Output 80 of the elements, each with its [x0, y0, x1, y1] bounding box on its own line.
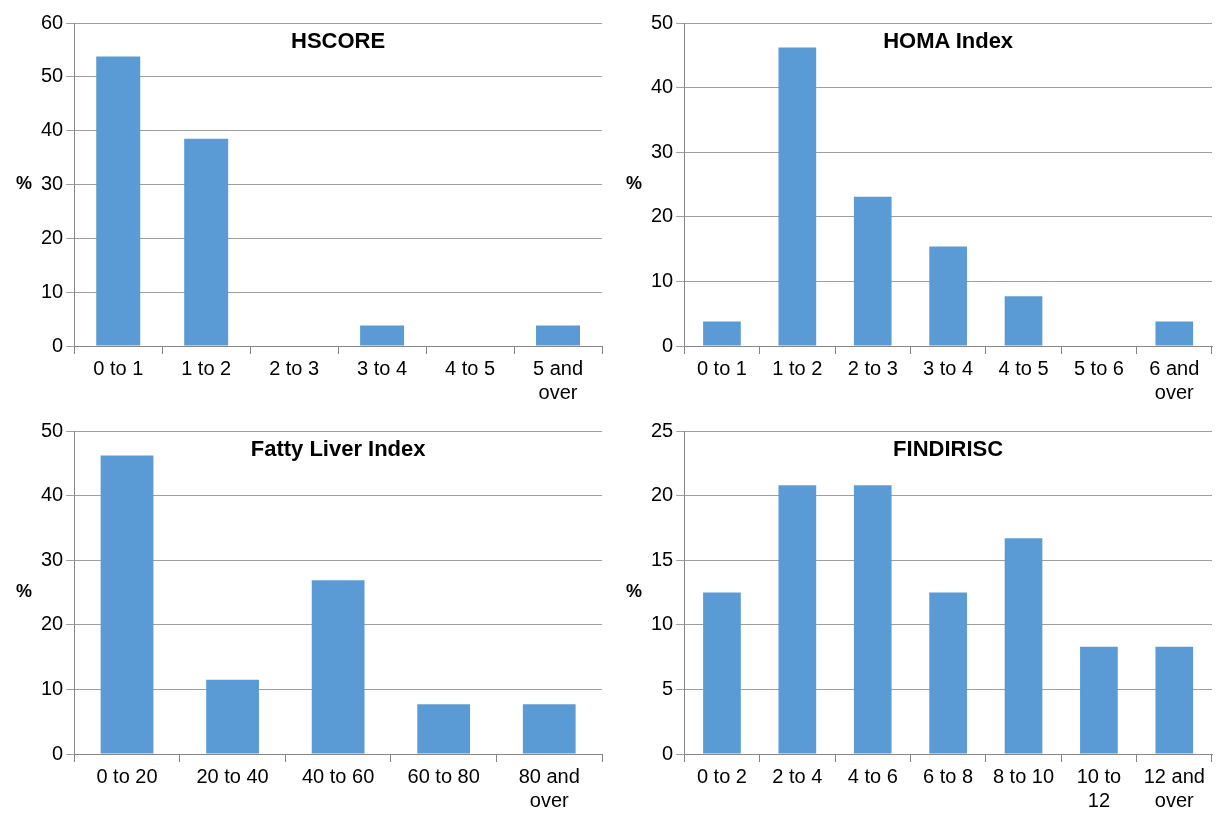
y-tick-label: 0 [662, 741, 674, 764]
x-tick-label: 20 to 40 [196, 764, 269, 787]
x-tick-label: 6 to 8 [923, 764, 974, 787]
x-tick-label: 0 to 2 [696, 764, 747, 787]
bar [536, 325, 581, 346]
bar [1155, 646, 1194, 754]
chart-title: FINDIRISC [893, 436, 1004, 462]
bar [1004, 296, 1043, 346]
y-axis-title: % [16, 173, 33, 194]
x-tick-label: 5 to 6 [1073, 356, 1124, 379]
y-tick-label: 5 [662, 676, 674, 699]
x-tick-label: 4 to 5 [445, 356, 496, 379]
bar [522, 704, 576, 754]
bar [96, 56, 141, 346]
x-tick-label: 8 to 10 [992, 764, 1055, 787]
y-tick-label: 15 [651, 547, 674, 570]
bar [929, 592, 967, 754]
x-tick-label: 40 to 60 [301, 764, 375, 787]
bar [778, 485, 817, 754]
x-tick-label: 2 to 3 [847, 356, 898, 379]
bar [360, 325, 405, 346]
y-tick-label: 40 [41, 483, 64, 506]
bar [853, 196, 892, 346]
bar [311, 580, 365, 754]
y-tick-label: 20 [41, 225, 64, 248]
y-tick-label: 0 [52, 741, 64, 764]
x-tick-label: 0 to 1 [93, 356, 144, 379]
x-tick-label: 4 to 6 [847, 764, 898, 787]
x-tick-label: 3 to 4 [923, 356, 974, 379]
y-tick-label: 10 [41, 676, 64, 699]
y-tick-label: 20 [651, 204, 674, 227]
y-axis-title: % [626, 581, 643, 602]
x-tick-label: 6 and over [1149, 356, 1200, 403]
y-tick-label: 50 [651, 10, 674, 33]
x-tick-label: 0 to 1 [696, 356, 747, 379]
y-tick-label: 10 [651, 612, 674, 635]
x-tick-label: 2 to 4 [772, 764, 823, 787]
x-tick-label: 10 to 12 [1076, 764, 1122, 811]
bar [184, 138, 229, 346]
y-tick-label: 40 [41, 118, 64, 141]
x-tick-label: 3 to 4 [357, 356, 408, 379]
x-tick-label: 4 to 5 [998, 356, 1049, 379]
y-tick-label: 10 [651, 268, 674, 291]
bar [206, 679, 259, 754]
bar [1080, 646, 1118, 754]
bar [417, 704, 471, 754]
y-tick-label: 60 [41, 10, 64, 33]
bar [703, 321, 741, 346]
bar [1004, 538, 1043, 754]
y-tick-label: 40 [651, 75, 674, 98]
x-tick-label: 0 to 20 [96, 764, 158, 787]
bar [853, 485, 892, 754]
y-tick-label: 50 [41, 64, 64, 87]
y-tick-label: 20 [41, 612, 64, 635]
bar [929, 246, 967, 346]
y-tick-label: 10 [41, 279, 64, 302]
y-tick-label: 20 [651, 483, 674, 506]
y-axis-title: % [626, 173, 643, 194]
y-tick-label: 30 [651, 139, 674, 162]
x-tick-label: 12 and over [1143, 764, 1205, 811]
x-tick-label: 2 to 3 [269, 356, 320, 379]
y-tick-label: 0 [52, 333, 64, 356]
y-tick-label: 50 [41, 418, 64, 441]
x-tick-label: 60 to 80 [407, 764, 480, 787]
y-tick-label: 25 [651, 418, 674, 441]
x-tick-label: 1 to 2 [772, 356, 823, 379]
chart-title: HSCORE [291, 28, 386, 54]
y-tick-label: 30 [41, 547, 64, 570]
y-axis-title: % [16, 581, 33, 602]
chart-title: Fatty Liver Index [250, 436, 427, 462]
bar [703, 592, 741, 754]
x-tick-label: 80 and over [518, 764, 580, 811]
x-tick-label: 5 and over [532, 356, 584, 403]
bar [100, 455, 154, 754]
y-tick-label: 0 [662, 333, 674, 356]
chart-title: HOMA Index [883, 28, 1014, 54]
x-tick-label: 1 to 2 [181, 356, 232, 379]
bar [778, 47, 817, 346]
bar [1155, 321, 1194, 346]
y-tick-label: 30 [41, 172, 64, 195]
